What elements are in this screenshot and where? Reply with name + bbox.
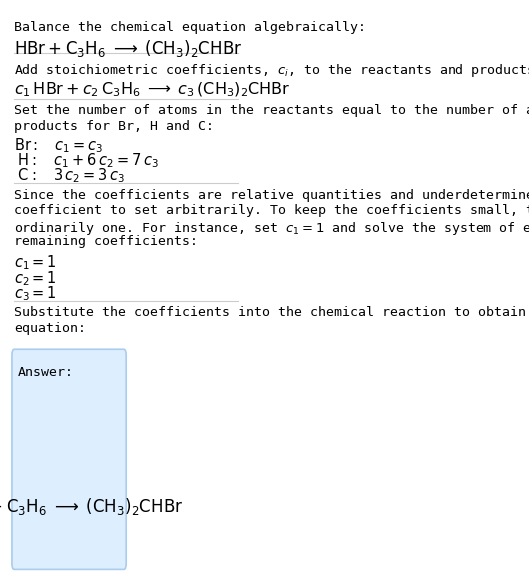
Text: $\mathrm{HBr + C_3H_6 \;\longrightarrow\; (CH_3)_2CHBr}$: $\mathrm{HBr + C_3H_6 \;\longrightarrow\… <box>0 495 183 517</box>
Text: Since the coefficients are relative quantities and underdetermined, choose a: Since the coefficients are relative quan… <box>14 189 529 202</box>
FancyBboxPatch shape <box>12 349 126 569</box>
Text: $c_3 = 1$: $c_3 = 1$ <box>14 284 57 303</box>
Text: $\mathrm{Br:}\quad c_1 = c_3$: $\mathrm{Br:}\quad c_1 = c_3$ <box>14 136 104 155</box>
Text: Balance the chemical equation algebraically:: Balance the chemical equation algebraica… <box>14 21 366 33</box>
Text: ordinarily one. For instance, set $c_1 = 1$ and solve the system of equations fo: ordinarily one. For instance, set $c_1 =… <box>14 220 529 237</box>
Text: $c_1\,\mathrm{HBr} + c_2\,\mathrm{C_3H_6} \;\longrightarrow\; c_3\,\mathrm{(CH_3: $c_1\,\mathrm{HBr} + c_2\,\mathrm{C_3H_6… <box>14 81 291 99</box>
Text: $\;\mathrm{H:}\quad c_1 + 6\,c_2 = 7\,c_3$: $\;\mathrm{H:}\quad c_1 + 6\,c_2 = 7\,c_… <box>14 151 159 170</box>
Text: $\;\mathrm{C:}\quad 3\,c_2 = 3\,c_3$: $\;\mathrm{C:}\quad 3\,c_2 = 3\,c_3$ <box>14 167 125 185</box>
Text: $\mathrm{HBr + C_3H_6 \;\longrightarrow\; (CH_3)_2CHBr}$: $\mathrm{HBr + C_3H_6 \;\longrightarrow\… <box>14 38 243 59</box>
Text: Add stoichiometric coefficients, $c_i$, to the reactants and products:: Add stoichiometric coefficients, $c_i$, … <box>14 62 529 79</box>
Text: coefficient to set arbitrarily. To keep the coefficients small, the arbitrary va: coefficient to set arbitrarily. To keep … <box>14 204 529 217</box>
Text: remaining coefficients:: remaining coefficients: <box>14 235 198 248</box>
Text: $c_1 = 1$: $c_1 = 1$ <box>14 254 57 272</box>
Text: equation:: equation: <box>14 322 86 335</box>
Text: products for Br, H and C:: products for Br, H and C: <box>14 120 214 133</box>
Text: Answer:: Answer: <box>18 366 74 379</box>
Text: Substitute the coefficients into the chemical reaction to obtain the balanced: Substitute the coefficients into the che… <box>14 306 529 319</box>
Text: Set the number of atoms in the reactants equal to the number of atoms in the: Set the number of atoms in the reactants… <box>14 104 529 117</box>
Text: $c_2 = 1$: $c_2 = 1$ <box>14 269 57 288</box>
